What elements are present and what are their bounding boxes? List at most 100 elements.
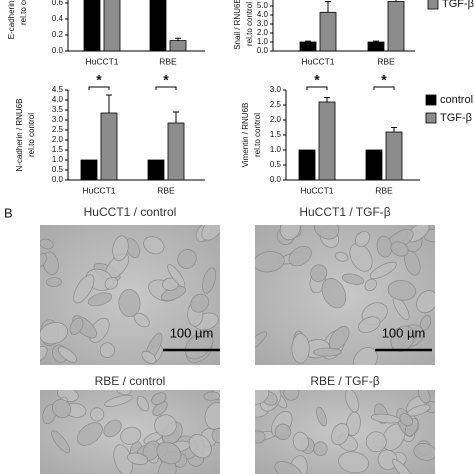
legend-label: control xyxy=(440,94,473,106)
cell xyxy=(377,449,398,471)
cell xyxy=(330,423,350,446)
y-tick-label: 1.5 xyxy=(52,145,64,154)
cell xyxy=(341,273,365,285)
y-tick-label: 6.0 xyxy=(257,0,269,1)
y-tick-label: 3.0 xyxy=(52,115,64,124)
y-tick-label: 0.4 xyxy=(52,14,64,23)
cell xyxy=(103,419,122,438)
cell xyxy=(118,288,141,318)
cell xyxy=(40,252,47,267)
bar xyxy=(298,149,316,181)
cell xyxy=(292,431,310,452)
cell xyxy=(255,430,266,444)
bar xyxy=(83,0,101,52)
cell xyxy=(288,246,312,267)
error-bar xyxy=(373,40,379,42)
image-title: HuCCT1 / control xyxy=(84,205,177,219)
cell xyxy=(141,350,157,364)
y-tick-label: 4.0 xyxy=(257,10,269,19)
cell xyxy=(334,251,349,262)
image-title: RBE / control xyxy=(95,374,166,388)
cell xyxy=(40,238,54,250)
bar xyxy=(387,1,405,52)
cell xyxy=(184,331,214,360)
cell xyxy=(167,264,186,288)
cell xyxy=(202,267,217,294)
x-tick-label: RBE xyxy=(377,56,395,66)
bar xyxy=(299,41,317,52)
x-tick-label: RBE xyxy=(375,185,393,195)
y-tick-label: 0.0 xyxy=(52,175,64,184)
legend-label: TGF-β xyxy=(442,0,474,10)
cell xyxy=(203,391,220,401)
cell xyxy=(51,430,71,454)
cell xyxy=(316,406,327,427)
significance-mark: * xyxy=(314,72,320,88)
error-bar xyxy=(106,94,112,113)
y-axis-label: N-cadherin / RNU6B xyxy=(15,99,24,172)
cell xyxy=(274,461,303,474)
cell xyxy=(387,280,417,301)
y-tick-label: 2.5 xyxy=(52,125,64,134)
cell xyxy=(40,322,69,345)
error-bar xyxy=(175,37,181,41)
cell xyxy=(416,290,435,314)
x-tick-label: RBE xyxy=(157,185,175,195)
significance-bracket xyxy=(88,86,110,90)
cell xyxy=(177,249,197,269)
y-tick-label: 0.0 xyxy=(270,175,282,184)
cell xyxy=(391,458,414,474)
cell xyxy=(104,276,119,290)
cell xyxy=(291,333,310,364)
error-bar xyxy=(325,1,331,13)
legend-swatch xyxy=(425,94,437,106)
significance-mark: * xyxy=(96,72,102,88)
cell xyxy=(76,422,103,446)
cell xyxy=(136,395,150,412)
cell xyxy=(310,264,328,283)
x-tick-label: HuCCT1 xyxy=(301,56,334,66)
cell xyxy=(313,347,342,357)
error-bar xyxy=(324,97,330,102)
cell xyxy=(104,394,133,407)
scale-bar-label: 100 µm xyxy=(382,325,426,340)
bar xyxy=(365,149,383,181)
y-axis-label: E-cadherin / RNU6B xyxy=(7,0,16,39)
legend-swatch xyxy=(427,0,439,10)
y-axis-label: Snail / RNU6B xyxy=(233,0,242,50)
y-axis-label: rel.to control xyxy=(27,113,36,157)
panel-label: B xyxy=(4,205,13,220)
significance-mark: * xyxy=(381,72,387,88)
cell xyxy=(116,390,132,396)
bar xyxy=(80,159,98,181)
y-tick-label: 1.0 xyxy=(52,155,64,164)
y-tick-label: 2.0 xyxy=(257,28,269,37)
cell xyxy=(344,390,360,413)
cell xyxy=(399,413,414,427)
cells xyxy=(42,390,220,474)
cell xyxy=(99,342,115,359)
bar xyxy=(100,112,118,181)
y-axis-label: Vimentin / RNU6B xyxy=(241,103,250,168)
x-tick-label: HuCCT1 xyxy=(82,185,115,195)
cell xyxy=(87,292,113,307)
y-tick-label: 0.5 xyxy=(270,160,282,169)
cell xyxy=(151,392,167,405)
significance-bracket xyxy=(155,86,177,90)
cell xyxy=(390,241,409,257)
cell xyxy=(201,225,220,241)
y-tick-label: 0.0 xyxy=(52,46,64,55)
y-tick-label: 2.0 xyxy=(270,115,282,124)
y-tick-label: 3.0 xyxy=(270,85,282,94)
cell xyxy=(353,347,378,365)
cell xyxy=(313,225,340,240)
cell xyxy=(255,390,270,405)
y-tick-label: 3.5 xyxy=(52,105,64,114)
cells xyxy=(255,225,435,365)
significance-bracket xyxy=(306,86,328,90)
cell xyxy=(46,277,62,287)
y-axis-label: rel.to control xyxy=(253,113,262,157)
cell xyxy=(321,277,347,309)
legend-label: TGF-β xyxy=(440,112,472,124)
